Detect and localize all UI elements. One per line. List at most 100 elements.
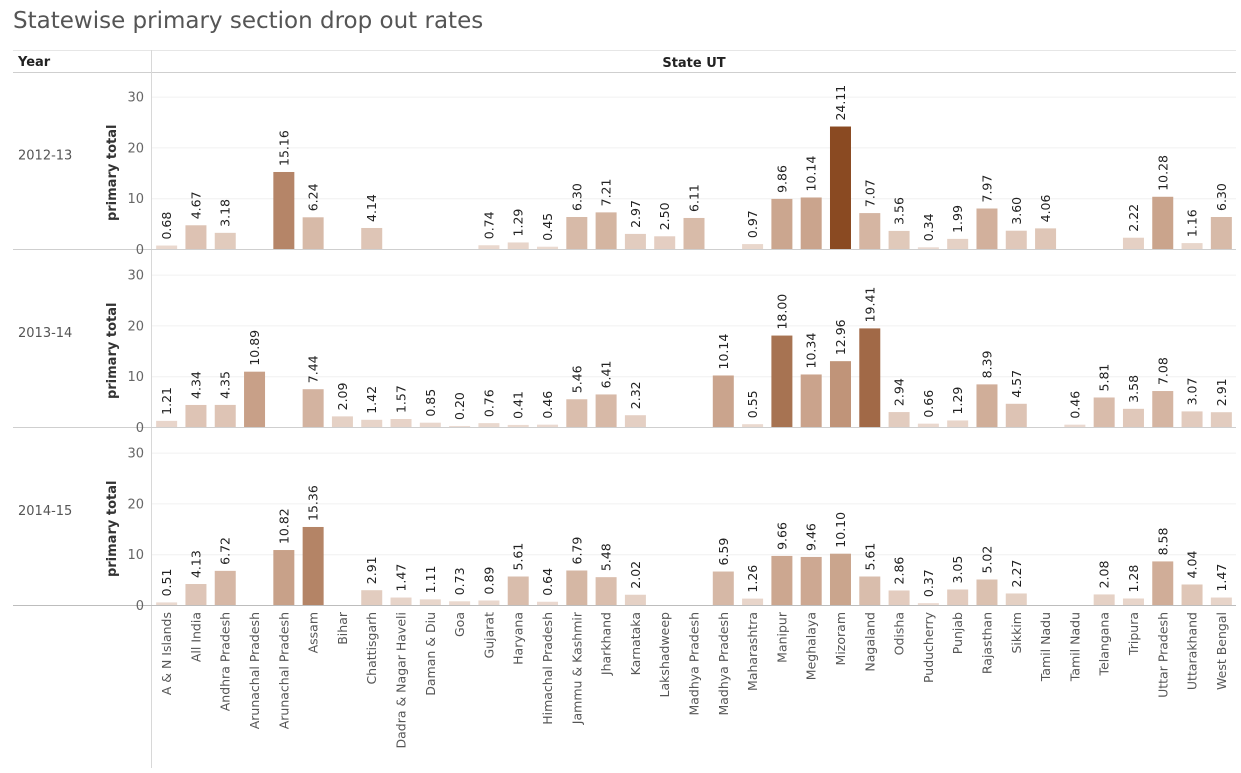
data-label: 0.68 — [159, 212, 174, 240]
bar-2013-14-odisha — [888, 412, 910, 427]
y-tick-label: 30 — [127, 91, 144, 106]
data-label: 10.28 — [1155, 155, 1170, 191]
data-label: 18.00 — [774, 294, 789, 330]
data-label: 8.39 — [979, 350, 994, 378]
data-label: 4.57 — [1009, 370, 1024, 398]
category-label-meghalaya: Meghalaya — [804, 612, 819, 680]
data-label: 3.58 — [1126, 375, 1141, 403]
bar-2013-14-manipur — [771, 335, 793, 427]
data-label: 0.64 — [540, 568, 555, 596]
category-label-mizoram: Mizoram — [833, 612, 848, 665]
data-label: 12.96 — [833, 319, 848, 355]
y-tick-label: 20 — [127, 319, 144, 334]
bar-2014-15-odisha — [888, 590, 910, 605]
category-label-daman-and-diu: Daman & Diu — [423, 612, 438, 696]
data-label: 9.66 — [774, 522, 789, 550]
data-label: 6.79 — [569, 537, 584, 565]
data-label: 2.02 — [628, 561, 643, 589]
data-label: 10.82 — [276, 508, 291, 544]
category-label-dadra-and-nagar-haveli: Dadra & Nagar Haveli — [394, 612, 409, 749]
data-label: 9.86 — [774, 165, 789, 193]
y-axis-title: primary total — [105, 303, 120, 400]
data-label: 8.58 — [1155, 528, 1170, 556]
bar-2013-14-arunachal-pradesh — [244, 371, 266, 427]
bar-2014-15-dadra-and-nagar-haveli — [390, 597, 412, 605]
data-label: 1.57 — [394, 385, 409, 413]
y-tick-label: 30 — [127, 447, 144, 462]
data-label: 2.09 — [335, 383, 350, 411]
data-label: 2.91 — [364, 556, 379, 584]
bar-2014-15-goa — [449, 601, 471, 605]
category-label-himachal-pradesh: Himachal Pradesh — [540, 612, 555, 725]
data-label: 19.41 — [862, 287, 877, 323]
data-label: 2.27 — [1009, 560, 1024, 588]
data-label: 4.34 — [188, 371, 203, 399]
bar-2013-14-maharashtra — [742, 424, 764, 427]
data-label: 5.48 — [599, 543, 614, 571]
category-label-odisha: Odisha — [892, 612, 907, 655]
category-label-haryana: Haryana — [511, 612, 526, 665]
category-label-jammu-and-kashmir: Jammu & Kashmir — [569, 611, 584, 725]
data-label: 3.07 — [1185, 378, 1200, 406]
data-label: 2.91 — [1214, 378, 1229, 406]
data-label: 1.11 — [423, 566, 438, 594]
bar-2013-14-haryana — [507, 424, 529, 427]
bar-2013-14-tripura — [1122, 408, 1144, 427]
bar-2014-15-arunachal-pradesh — [273, 550, 295, 605]
bar-2012-13-lakshadweep — [654, 236, 676, 249]
bar-2014-15-tripura — [1122, 598, 1144, 605]
bar-2012-13-all-india — [185, 225, 207, 249]
y-tick-label: 10 — [127, 548, 144, 563]
bar-2012-13-meghalaya — [800, 197, 822, 249]
data-label: 5.61 — [511, 543, 526, 571]
category-label-tamil-nadu: Tamil Nadu — [1067, 612, 1082, 682]
data-label: 3.56 — [892, 197, 907, 225]
data-label: 10.10 — [833, 512, 848, 548]
data-label: 9.46 — [804, 523, 819, 551]
category-label-chattisgarh: Chattisgarh — [364, 612, 379, 685]
data-label: 0.55 — [745, 390, 760, 418]
data-label: 2.94 — [892, 378, 907, 406]
data-label: 0.20 — [452, 392, 467, 420]
category-label-maharashtra: Maharashtra — [745, 612, 760, 691]
category-axis: A & N Islands All India Andhra Pradesh Arun… — [159, 611, 1229, 748]
category-label-andhra-pradesh: Andhra Pradesh — [218, 612, 233, 711]
data-label: 4.14 — [364, 194, 379, 222]
data-label: 7.08 — [1155, 357, 1170, 385]
data-label: 6.59 — [716, 538, 731, 566]
bar-2014-15-puducherry — [917, 603, 939, 605]
bar-2013-14-sikkim — [1005, 403, 1027, 427]
bar-2012-13-karnataka — [624, 233, 646, 249]
row-label-2014-15: 2014-15 — [18, 504, 72, 519]
bar-2013-14-andhra-pradesh — [214, 404, 236, 427]
data-label: 15.36 — [306, 485, 321, 521]
bar-2014-15-meghalaya — [800, 556, 822, 605]
bar-2013-14-rajasthan — [976, 384, 998, 427]
data-label: 2.86 — [892, 557, 907, 585]
data-label: 6.41 — [599, 361, 614, 389]
bar-2013-14-telangana — [1093, 397, 1115, 427]
bar-2013-14-goa — [449, 425, 471, 427]
y-tick-label: 10 — [127, 192, 144, 207]
bar-2014-15-gujarat — [478, 600, 500, 605]
bar-2013-14-karnataka — [624, 415, 646, 427]
bar-2014-15-a-and-n-islands — [156, 602, 178, 605]
bar-2013-14-dadra-and-nagar-haveli — [390, 419, 412, 427]
data-label: 6.11 — [687, 184, 702, 212]
data-label: 7.44 — [306, 355, 321, 383]
data-label: 4.04 — [1185, 551, 1200, 579]
bar-2012-13-nagaland — [859, 213, 881, 249]
data-label: 5.02 — [979, 546, 994, 574]
data-label: 1.47 — [1214, 564, 1229, 592]
row-label-2012-13: 2012-13 — [18, 149, 72, 164]
data-label: 15.16 — [276, 130, 291, 166]
bar-2013-14-uttarakhand — [1181, 411, 1203, 427]
bar-2014-15-daman-and-diu — [419, 599, 441, 605]
bar-2013-14-daman-and-diu — [419, 422, 441, 427]
data-label: 0.66 — [921, 390, 936, 418]
bar-2014-15-madhya-pradesh — [712, 571, 734, 605]
data-label: 1.28 — [1126, 565, 1141, 593]
data-label: 0.41 — [511, 391, 526, 419]
bar-2012-13-maharashtra — [742, 244, 764, 249]
bar-2014-15-uttar-pradesh — [1152, 561, 1174, 605]
